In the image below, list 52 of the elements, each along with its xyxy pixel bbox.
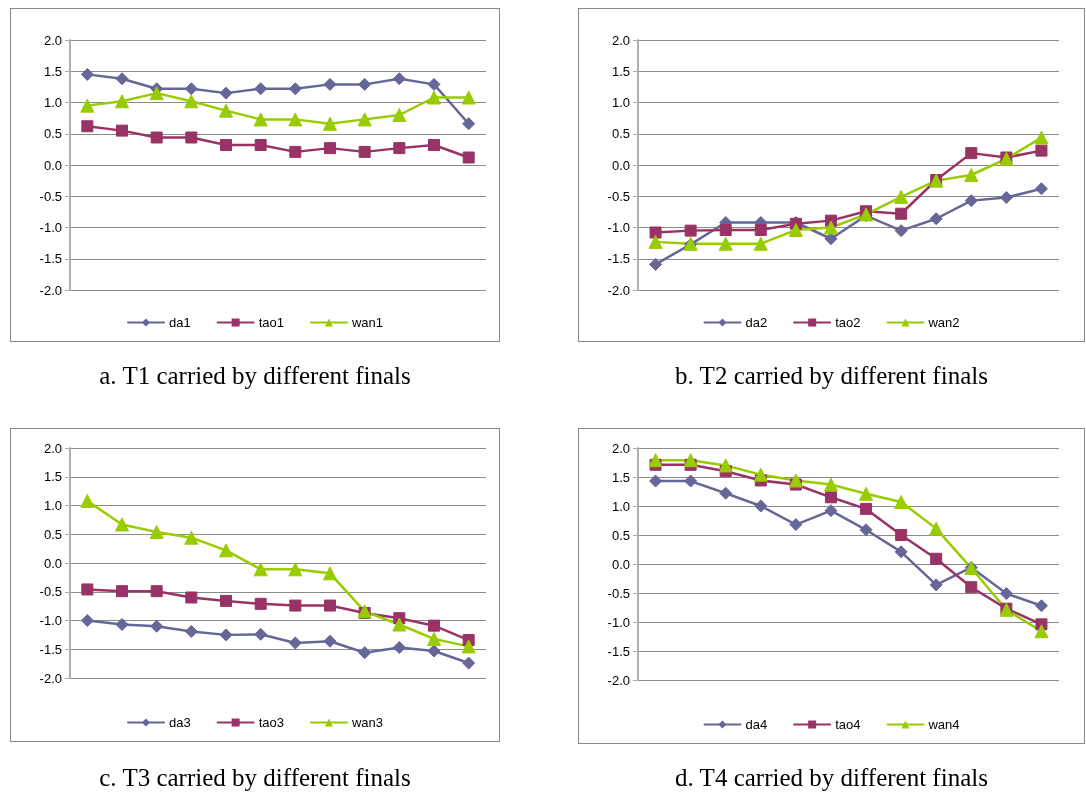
y-tick-label: -0.5: [607, 188, 630, 204]
y-tick-label: 0.5: [43, 126, 62, 142]
y-tick-label: -2.0: [39, 670, 62, 686]
legend-label: tao4: [835, 717, 861, 732]
text: a. T1 carried by different finals: [98, 362, 412, 390]
y-tick-label: -0.5: [39, 188, 62, 204]
y-tick-label: 1.5: [43, 469, 62, 485]
legend-label: wan3: [350, 715, 384, 730]
legend-label: wan4: [927, 717, 960, 732]
y-tick-label: 2.0: [43, 32, 62, 48]
y-tick-label: 2.0: [43, 440, 62, 456]
y-tick-label: 0.0: [611, 556, 630, 572]
text: d. T4 carried by different finals: [674, 764, 989, 792]
y-tick-label: 1.5: [43, 63, 62, 79]
y-tick-label: 2.0: [611, 32, 630, 48]
text: c. T3 carried by different finals: [98, 764, 412, 792]
legend-label: da1: [168, 315, 191, 330]
y-tick-label: 1.0: [611, 498, 630, 514]
y-tick-label: 1.0: [43, 498, 62, 513]
y-tick-label: -1.0: [607, 220, 630, 235]
y-tick-label: -0.5: [39, 584, 62, 600]
legend-label: wan1: [350, 315, 384, 330]
y-tick-label: -1.5: [607, 251, 630, 267]
legend-label: tao2: [835, 315, 861, 330]
y-tick-label: 1.5: [611, 469, 630, 485]
legend-label: tao1: [258, 315, 284, 330]
text: b. T2 carried by different finals: [674, 362, 989, 390]
y-tick-label: -2.0: [607, 282, 630, 298]
y-tick-label: 0.0: [43, 555, 62, 571]
y-tick-label: -1.0: [607, 614, 630, 630]
legend-label: da4: [745, 717, 768, 732]
y-tick-label: 0.0: [43, 157, 62, 173]
y-tick-label: 1.0: [43, 95, 62, 110]
y-tick-label: 1.0: [611, 95, 630, 110]
y-tick-label: 0.5: [43, 526, 62, 542]
y-tick-label: 0.0: [611, 157, 630, 173]
y-tick-label: -0.5: [607, 585, 630, 601]
y-tick-label: -1.5: [39, 641, 62, 657]
legend-label: wan2: [927, 315, 960, 330]
y-tick-label: -1.5: [39, 251, 62, 267]
y-tick-label: 0.5: [611, 527, 630, 543]
y-tick-label: 0.5: [611, 126, 630, 142]
y-tick-label: -2.0: [39, 282, 62, 298]
y-tick-label: -1.0: [39, 220, 62, 235]
y-tick-label: -1.0: [39, 613, 62, 628]
y-tick-label: -2.0: [607, 672, 630, 688]
y-tick-label: 1.5: [611, 63, 630, 79]
y-tick-label: 2.0: [611, 440, 630, 456]
legend-label: tao3: [258, 715, 284, 730]
y-tick-label: -1.5: [607, 643, 630, 659]
legend-label: da3: [168, 715, 191, 730]
legend-label: da2: [745, 315, 768, 330]
